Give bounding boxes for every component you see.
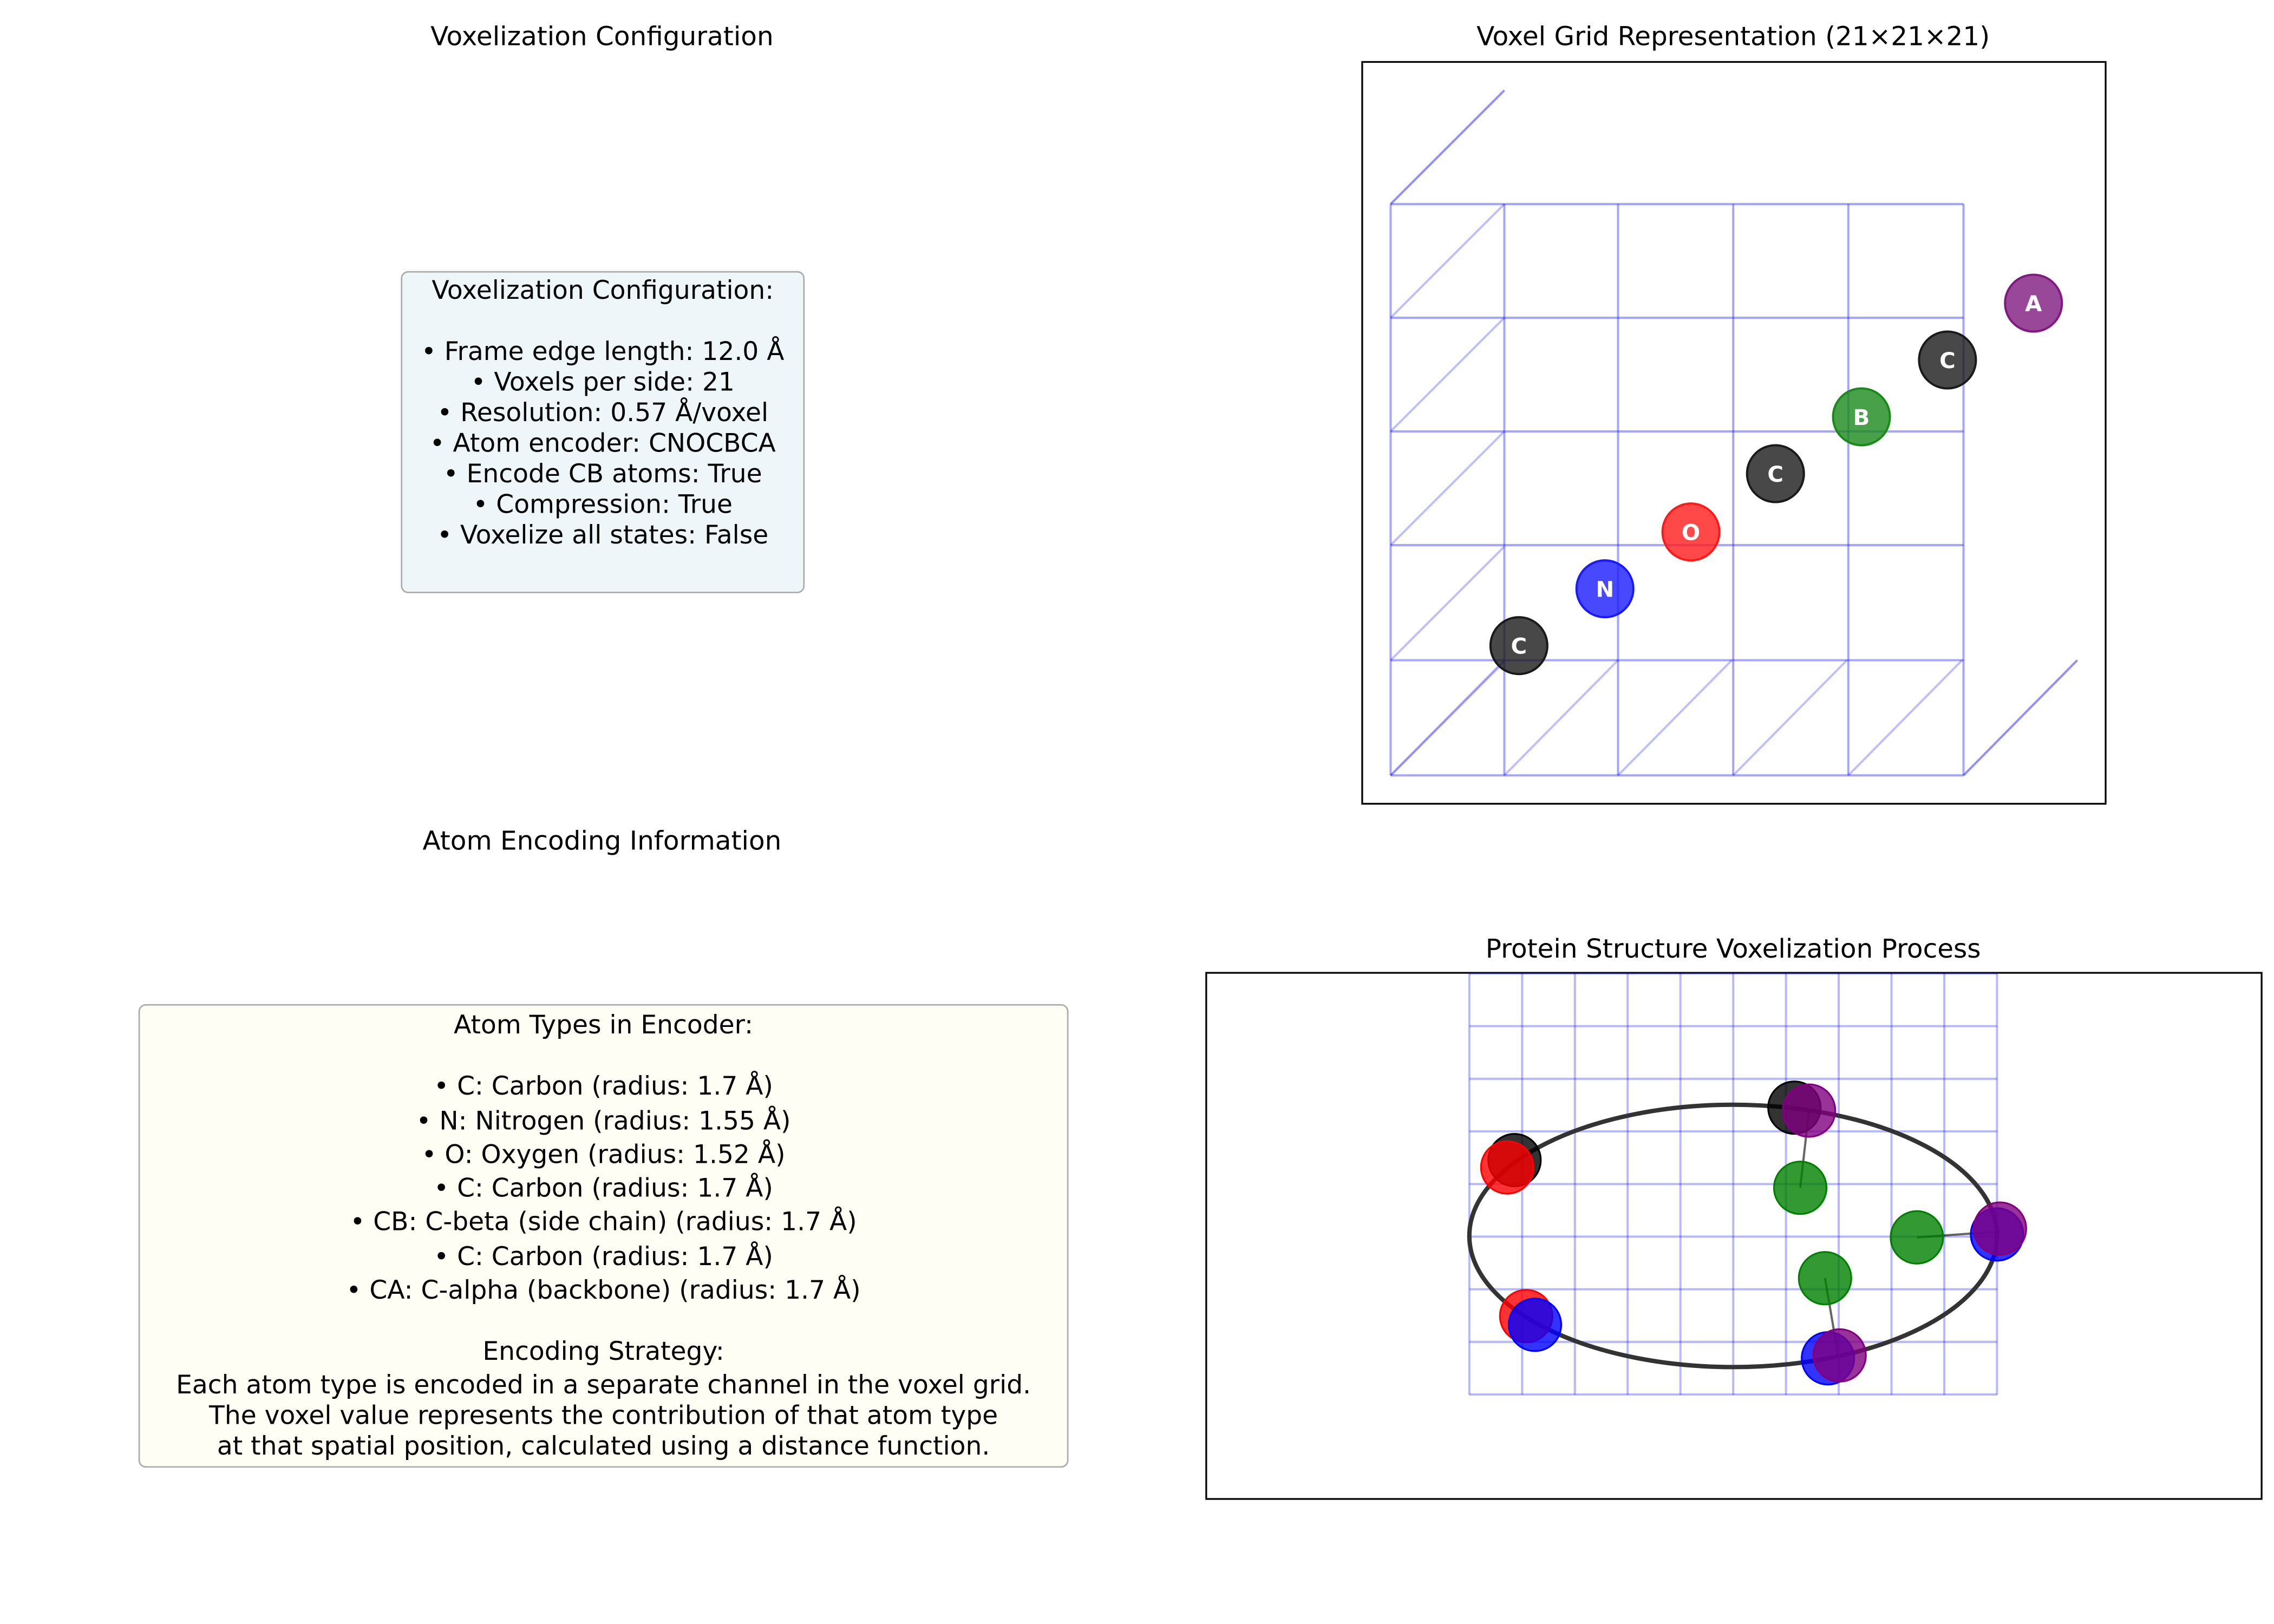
atom-label: B (1853, 405, 1870, 430)
grid-atom: A (2004, 273, 2063, 333)
strategy-line: at that spatial position, calculated usi… (217, 1432, 990, 1462)
atom-label: N (1596, 577, 1614, 602)
config-line: • Voxelize all states: False (437, 521, 769, 551)
strategy-line: Each atom type is encoded in a separate … (176, 1371, 1031, 1400)
config-line: • Frame edge length: 12.0 Å (421, 338, 785, 368)
config-line: • Encode CB atoms: True (443, 460, 762, 490)
grid-depth-line (1390, 89, 1505, 205)
process-atom (1798, 1251, 1852, 1306)
process-atom (1890, 1210, 1944, 1265)
grid-atom: O (1661, 502, 1721, 562)
atom-label: C (1767, 462, 1783, 487)
encoding-panel-title: Atom Encoding Information (422, 826, 782, 857)
config-line: • Voxels per side: 21 (471, 369, 735, 398)
process-panel-title: Protein Structure Voxelization Process (1485, 934, 1981, 965)
atom-circle (2004, 273, 2063, 333)
atom-label: A (2025, 291, 2042, 317)
grid-atom: C (1746, 444, 1805, 503)
process-panel-frame (1205, 972, 2263, 1500)
atom-type-line: • CB: C-beta (side chain) (radius: 1.7 Å… (350, 1209, 857, 1239)
encoding-info-box: Atom Types in Encoder: • C: Carbon (radi… (138, 1004, 1069, 1468)
grid-depth-line (1732, 659, 1848, 776)
atom-type-line: • C: Carbon (radius: 1.7 Å) (434, 1242, 773, 1272)
atom-circle (1746, 444, 1805, 503)
config-line: • Atom encoder: CNOCBCA (429, 430, 776, 460)
config-line: • Resolution: 0.57 Å/voxel (437, 399, 769, 429)
grid-depth-line (1390, 203, 1505, 319)
process-atom (1507, 1298, 1563, 1352)
residue-cluster (1890, 1201, 2027, 1265)
atom-circle (1489, 616, 1548, 676)
residue-cluster (1767, 1081, 1837, 1215)
atom-circle (1575, 559, 1635, 619)
atom-circle (1832, 387, 1891, 447)
grid-atom: N (1575, 559, 1635, 619)
atom-type-line: • O: Oxygen (radius: 1.52 Å) (421, 1141, 786, 1170)
atom-label: O (1682, 520, 1700, 545)
grid-depth-line (1390, 89, 1505, 205)
grid-depth-line (1504, 659, 1619, 776)
grid-depth-line (1390, 659, 1505, 776)
grid-depth-line (1390, 660, 1505, 776)
voxel-grid-atoms: C N O C B C A (1489, 273, 2063, 676)
grid-depth-line (1847, 659, 1963, 776)
atom-circle (1918, 330, 1977, 390)
config-heading: Voxelization Configuration: (432, 277, 774, 306)
voxel-grid-lines (1389, 89, 2078, 777)
residue-cluster (1798, 1251, 1867, 1386)
process-atom (1480, 1140, 1534, 1195)
strategy-line: The voxel value represents the contribut… (209, 1402, 998, 1431)
config-panel-title: Voxelization Configuration (430, 22, 774, 53)
encoding-heading: Atom Types in Encoder: (454, 1011, 754, 1041)
grid-panel-frame (1361, 61, 2107, 805)
grid-depth-line (1390, 317, 1505, 433)
atom-type-line: • C: Carbon (radius: 1.7 Å) (434, 1175, 773, 1204)
config-line: • Compression: True (473, 491, 733, 521)
atom-type-line: • CA: C-alpha (backbone) (radius: 1.7 Å) (346, 1276, 861, 1306)
grid-atom: C (1489, 616, 1548, 676)
strategy-heading: Encoding Strategy: (482, 1338, 724, 1368)
process-atom (1812, 1328, 1867, 1383)
grid-depth-line (1617, 659, 1733, 776)
atom-label: C (1939, 348, 1956, 374)
residue-cluster (1480, 1132, 1542, 1195)
grid-atom: B (1832, 387, 1891, 447)
grid-atom: C (1918, 330, 1977, 390)
atom-type-line: • N: Nitrogen (radius: 1.55 Å) (416, 1107, 791, 1136)
process-atom (1972, 1201, 2027, 1256)
config-info-box: Voxelization Configuration: • Frame edge… (401, 271, 805, 593)
process-atom (1773, 1161, 1828, 1215)
atom-label: C (1511, 633, 1527, 659)
atom-type-line: • C: Carbon (radius: 1.7 Å) (434, 1073, 773, 1103)
process-atom (1782, 1083, 1837, 1138)
grid-depth-line (1963, 659, 2078, 776)
residue-cluster (1499, 1289, 1563, 1352)
grid-depth-line (1390, 430, 1505, 546)
atom-circle (1661, 502, 1721, 562)
process-atoms (1480, 1081, 2027, 1386)
grid-depth-line (1963, 659, 2078, 776)
grid-depth-line (1390, 546, 1505, 662)
grid-panel-title: Voxel Grid Representation (21×21×21) (1476, 22, 1990, 53)
